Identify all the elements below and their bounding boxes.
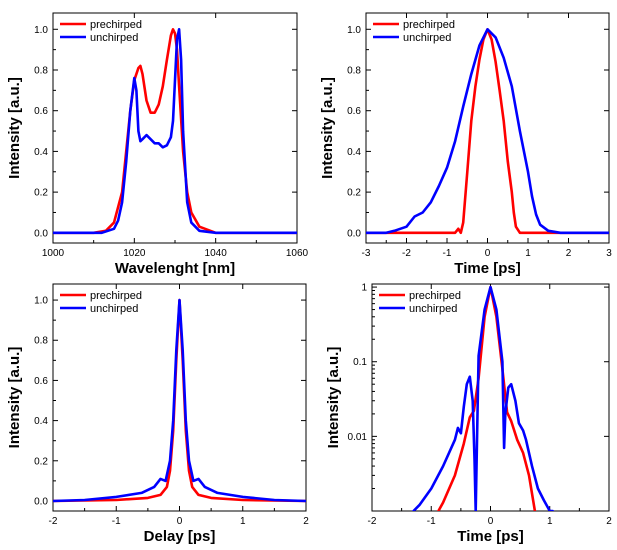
y-tick-label: 1.0	[34, 296, 48, 307]
x-tick-label: -2	[49, 516, 58, 527]
y-tick-label: 0.4	[34, 416, 48, 427]
y-tick-label: 0.4	[347, 147, 361, 158]
x-tick-label: -2	[402, 248, 411, 259]
x-axis-label: Wavelenght [nm]	[115, 260, 235, 277]
y-tick-label: 0.0	[34, 496, 48, 507]
y-tick-label: 1	[361, 283, 367, 294]
y-ticks: 0.01 0.1 1	[348, 283, 609, 490]
chart-panel-pulse-time: -3 -2 -1 0 1 2 3 0.0 0.2 0.4 0.6 0.8 1.0 prechirped…	[319, 12, 612, 277]
legend-label-unchirped: unchirped	[409, 303, 457, 315]
plot-frame	[52, 12, 298, 244]
chart-panel-pulse-time-log: -2 -1 0 1 2 0.01 0.1 1 prechirped unchirped Ti…	[325, 283, 612, 545]
legend-label-prechirped: prechirped	[409, 290, 461, 302]
y-ticks: 0.0 0.2 0.4 0.6 0.8 1.0	[34, 25, 297, 239]
legend: prechirped unchirped	[60, 19, 142, 44]
plot-lines	[53, 298, 306, 503]
chart-panel-autocorrelation: -2 -1 0 1 2 0.0 0.2 0.4 0.6 0.8 1.0 prechirped un…	[6, 283, 309, 545]
plot-lines	[53, 27, 297, 235]
series-line-prechirped	[437, 285, 537, 511]
x-tick-label: -3	[362, 248, 371, 259]
x-tick-label: 0	[488, 516, 494, 527]
plot-frame	[365, 12, 610, 244]
legend-label-unchirped: unchirped	[90, 303, 138, 315]
x-axis-label: Time [ps]	[454, 260, 520, 277]
plot-frame	[371, 283, 610, 512]
x-tick-label: 1020	[123, 248, 146, 259]
y-axis-label: Intensity [a.u.]	[319, 77, 336, 179]
legend-label-prechirped: prechirped	[90, 290, 142, 302]
legend-label-prechirped: prechirped	[403, 19, 455, 31]
x-tick-label: 0	[177, 516, 183, 527]
y-axis-label: Intensity [a.u.]	[325, 347, 342, 449]
series-line-prechirped	[53, 298, 306, 503]
x-axis-label: Delay [ps]	[144, 528, 216, 545]
legend: prechirped unchirped	[373, 19, 455, 44]
y-tick-label: 0.1	[353, 357, 367, 368]
x-tick-label: -2	[368, 516, 377, 527]
y-ticks: 0.0 0.2 0.4 0.6 0.8 1.0	[347, 25, 609, 239]
x-axis-label: Time [ps]	[457, 528, 523, 545]
x-tick-label: 2	[303, 516, 309, 527]
x-tick-label: 0	[485, 248, 491, 259]
y-ticks: 0.0 0.2 0.4 0.6 0.8 1.0	[34, 296, 306, 507]
y-tick-label: 0.4	[34, 147, 48, 158]
legend-label-unchirped: unchirped	[403, 32, 451, 44]
plot-lines	[366, 27, 609, 235]
y-tick-label: 0.2	[34, 188, 48, 199]
x-ticks: -3 -2 -1 0 1 2 3	[362, 13, 612, 259]
x-tick-label: 2	[566, 248, 572, 259]
x-ticks: -2 -1 0 1 2	[368, 284, 612, 527]
y-tick-label: 1.0	[347, 25, 361, 36]
x-ticks: 1000 1020 1040 1060	[42, 13, 309, 259]
y-axis-label: Intensity [a.u.]	[6, 77, 23, 179]
x-tick-label: -1	[112, 516, 121, 527]
y-tick-label: 0.6	[347, 106, 361, 117]
y-tick-label: 0.8	[34, 65, 48, 76]
plot-lines	[412, 285, 555, 511]
y-tick-label: 0.8	[34, 336, 48, 347]
y-tick-label: 0.2	[347, 188, 361, 199]
series-line-prechirped	[366, 27, 609, 235]
x-tick-label: 1060	[286, 248, 309, 259]
x-tick-label: 1	[240, 516, 246, 527]
x-tick-label: 1000	[42, 248, 65, 259]
series-line-unchirped	[53, 298, 306, 503]
x-tick-label: 1040	[205, 248, 228, 259]
y-axis-label: Intensity [a.u.]	[6, 347, 23, 449]
x-tick-label: -1	[427, 516, 436, 527]
legend-label-unchirped: unchirped	[90, 32, 138, 44]
x-tick-label: 3	[606, 248, 612, 259]
y-tick-label: 0.6	[34, 106, 48, 117]
y-tick-label: 0.6	[34, 376, 48, 387]
y-tick-label: 0.8	[347, 65, 361, 76]
legend: prechirped unchirped	[60, 290, 142, 315]
y-tick-label: 0.0	[34, 228, 48, 239]
x-ticks: -2 -1 0 1 2	[49, 284, 309, 527]
y-tick-label: 0.2	[34, 456, 48, 467]
y-tick-label: 0.01	[348, 432, 368, 443]
x-tick-label: 2	[606, 516, 612, 527]
chart-panel-spectrum: 1000 1020 1040 1060 0.0 0.2 0.4 0.6 0.8 1.0 prec…	[6, 12, 309, 277]
legend: prechirped unchirped	[379, 290, 461, 315]
y-tick-label: 1.0	[34, 25, 48, 36]
x-tick-label: 1	[525, 248, 531, 259]
series-line-unchirped	[53, 27, 297, 235]
x-tick-label: -1	[443, 248, 452, 259]
series-line-unchirped	[366, 27, 609, 235]
x-tick-label: 1	[547, 516, 553, 527]
y-tick-label: 0.0	[347, 228, 361, 239]
legend-label-prechirped: prechirped	[90, 19, 142, 31]
series-line-unchirped	[412, 285, 555, 511]
